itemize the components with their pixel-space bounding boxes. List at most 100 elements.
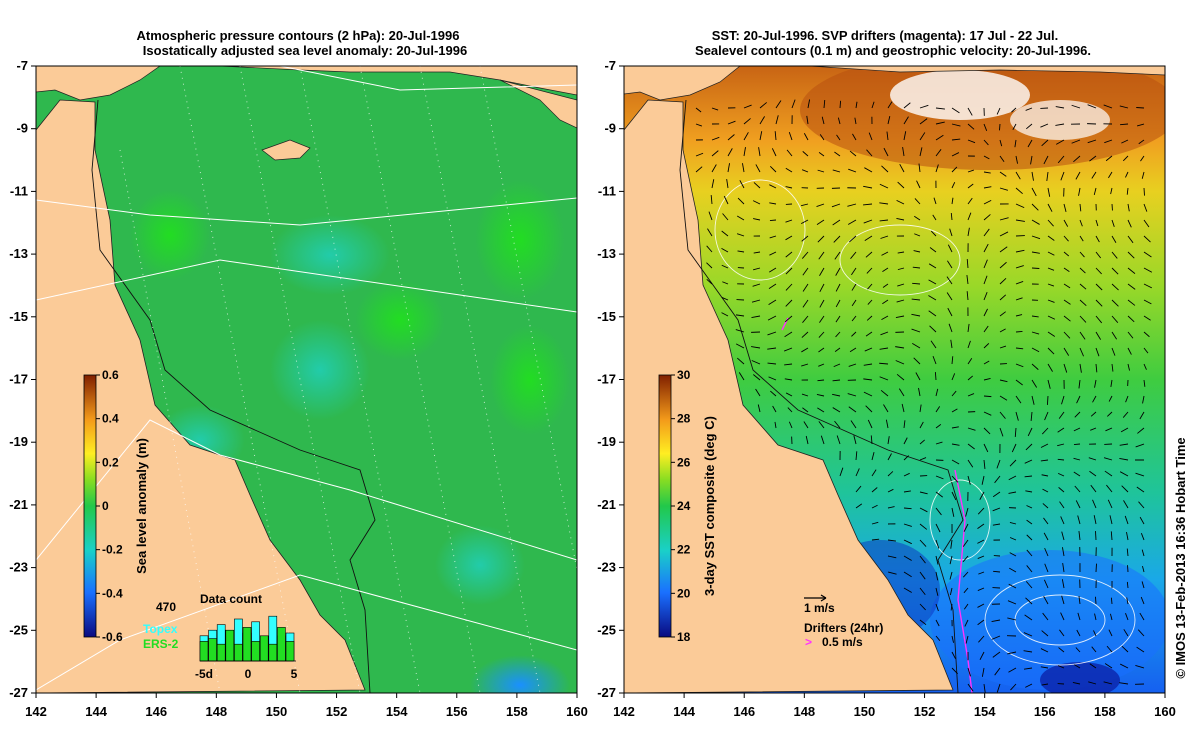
velocity-arrow [1047,396,1048,405]
right-panel: SST: 20-Jul-1996. SVP drifters (magenta)… [597,28,1180,719]
legend-ers2: ERS-2 [143,637,179,651]
x-tick-label: 152 [914,704,936,719]
y-tick-label: -15 [9,309,28,324]
anomaly-patch [435,525,525,605]
y-tick-label: -13 [597,246,616,261]
anomaly-patch [130,190,210,280]
velocity-arrow [1095,597,1096,604]
data-count-max: 470 [156,600,176,614]
velocity-arrow [1127,582,1128,588]
right-map-area[interactable] [624,50,1180,698]
y-tick-label: -25 [597,622,616,637]
colorbar-tick-label: 0 [102,499,109,513]
data-count-bar-ers2 [260,636,268,661]
data-count-xtick: 5 [291,667,298,681]
x-tick-label: 158 [1094,704,1116,719]
drifter-legend-title: Drifters (24hr) [804,621,883,635]
x-tick-label: 144 [673,704,695,719]
velocity-arrow [840,101,841,108]
colorbar-tick-label: 0.2 [102,455,119,469]
x-tick-label: 160 [566,704,588,719]
velocity-arrow [935,372,936,380]
data-count-bar-ers2 [269,644,277,661]
left-panel: Atmospheric pressure contours (2 hPa): 2… [9,28,588,719]
data-count-bar-ers2 [209,639,217,661]
colorbar-tick-label: -0.6 [102,630,123,644]
sla-colorbar-label: Sea level anomaly (m) [134,438,149,574]
left-title-line2: Isostatically adjusted sea level anomaly… [143,43,467,58]
y-tick-label: -9 [16,121,28,136]
x-tick-label: 146 [145,704,167,719]
x-tick-label: 156 [446,704,468,719]
x-tick-label: 146 [733,704,755,719]
anomaly-patch [270,215,390,295]
x-tick-label: 150 [266,704,288,719]
colorbar-tick-label: 28 [677,412,691,426]
y-tick-label: -23 [597,560,616,575]
velocity-arrow [1111,598,1112,604]
drifter-legend-arrow: > [805,635,812,649]
data-count-xtick: 0 [245,667,252,681]
data-count-bar-ers2 [234,644,242,661]
left-title-line1: Atmospheric pressure contours (2 hPa): 2… [137,28,460,43]
data-count-bar-ers2 [286,641,294,661]
velocity-arrow [770,220,776,221]
imos-credit: © IMOS 13-Feb-2013 16:36 Hobart Time [1173,437,1188,678]
data-count-bar-ers2 [277,627,285,661]
x-tick-label: 152 [326,704,348,719]
y-tick-label: -19 [9,434,28,449]
y-tick-label: -13 [9,246,28,261]
y-tick-label: -21 [9,497,28,512]
velocity-arrow [1095,531,1096,540]
data-count-xtick: -5d [195,667,213,681]
y-tick-label: -17 [597,372,616,387]
anomaly-patch [270,320,370,420]
x-tick-label: 160 [1154,704,1176,719]
velocity-arrow [984,396,991,397]
anomaly-patch [490,325,570,435]
data-count-bar-ers2 [200,641,208,661]
left-map-area[interactable] [36,66,577,715]
colorbar-tick-label: 20 [677,586,691,600]
x-tick-label: 144 [85,704,107,719]
y-tick-label: -27 [9,685,28,700]
y-tick-label: -23 [9,560,28,575]
velocity-arrow [999,124,1000,130]
velocity-arrow [912,283,920,284]
colorbar-tick-label: 18 [677,630,691,644]
y-tick-label: -9 [604,121,616,136]
y-tick-label: -17 [9,372,28,387]
velocity-arrow [1016,331,1022,332]
colorbar-tick-label: 24 [677,499,691,513]
left-y-axis: -7-9-11-13-15-17-19-21-23-25-27 [9,58,36,700]
y-tick-label: -25 [9,622,28,637]
velocity-arrow [1074,444,1080,445]
x-tick-label: 142 [25,704,47,719]
colorbar-tick-label: -0.2 [102,543,123,557]
sst-colorbar-label: 3-day SST composite (deg C) [702,416,717,596]
y-tick-label: -7 [604,58,616,73]
colorbar-tick-label: 0.4 [102,412,119,426]
velocity-scale-label: 1 m/s [804,601,835,615]
data-count-bar-ers2 [217,644,225,661]
colorbar-tick-label: 26 [677,455,691,469]
y-tick-label: -19 [597,434,616,449]
drifter-legend-speed: 0.5 m/s [822,635,863,649]
right-y-axis: -7-9-11-13-15-17-19-21-23-25-27 [597,58,624,700]
cloud-gap [890,70,1030,120]
y-tick-label: -27 [597,685,616,700]
colorbar-tick-label: 22 [677,543,691,557]
anomaly-patch [475,180,565,300]
x-tick-label: 154 [974,704,996,719]
x-tick-label: 158 [506,704,528,719]
colorbar-tick-label: 0.6 [102,368,119,382]
x-tick-label: 150 [854,704,876,719]
data-count-title: Data count [200,592,262,606]
velocity-arrow [1136,107,1144,108]
y-tick-label: -7 [16,58,28,73]
y-tick-label: -11 [598,183,616,198]
velocity-arrow [817,380,824,381]
data-count-bar-ers2 [243,627,251,661]
